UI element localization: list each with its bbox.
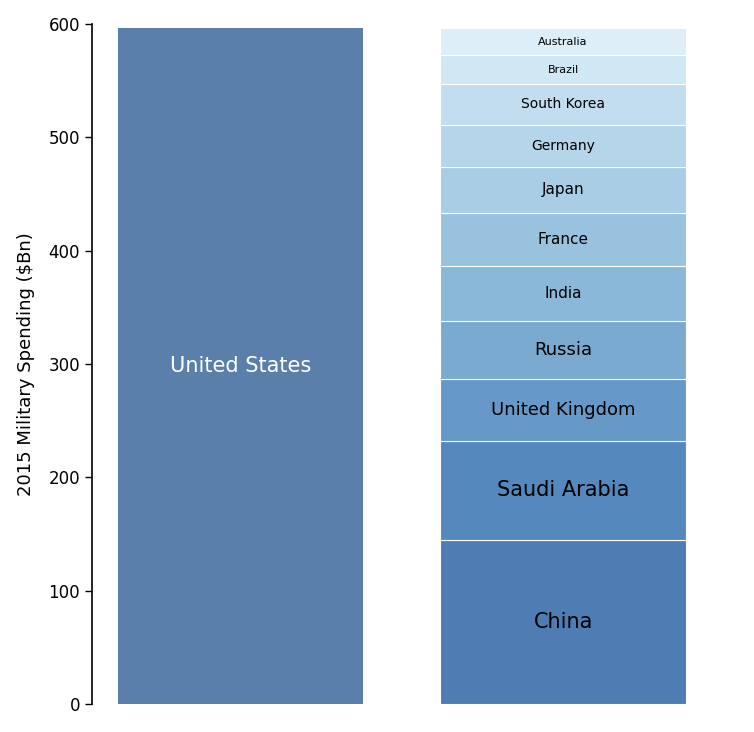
Text: Saudi Arabia: Saudi Arabia: [497, 480, 630, 501]
Bar: [440, 539, 685, 704]
Text: South Korea: South Korea: [521, 97, 605, 111]
Bar: [440, 321, 685, 378]
Text: Russia: Russia: [534, 341, 592, 359]
Text: United Kingdom: United Kingdom: [491, 401, 636, 419]
Bar: [440, 29, 685, 56]
Y-axis label: 2015 Military Spending ($Bn): 2015 Military Spending ($Bn): [17, 232, 35, 496]
Text: Japan: Japan: [542, 182, 584, 198]
Text: China: China: [533, 612, 593, 632]
Bar: [440, 83, 685, 124]
Text: Brazil: Brazil: [547, 64, 579, 75]
Bar: [440, 266, 685, 321]
Text: India: India: [544, 286, 582, 301]
Bar: [440, 441, 685, 539]
Bar: [440, 124, 685, 167]
Text: Australia: Australia: [538, 37, 588, 47]
Bar: [440, 56, 685, 83]
Bar: [440, 378, 685, 441]
Text: France: France: [538, 232, 589, 247]
Text: United States: United States: [170, 356, 311, 376]
Bar: [440, 213, 685, 266]
Bar: [440, 167, 685, 213]
Text: Germany: Germany: [531, 138, 595, 152]
Bar: [118, 29, 363, 704]
